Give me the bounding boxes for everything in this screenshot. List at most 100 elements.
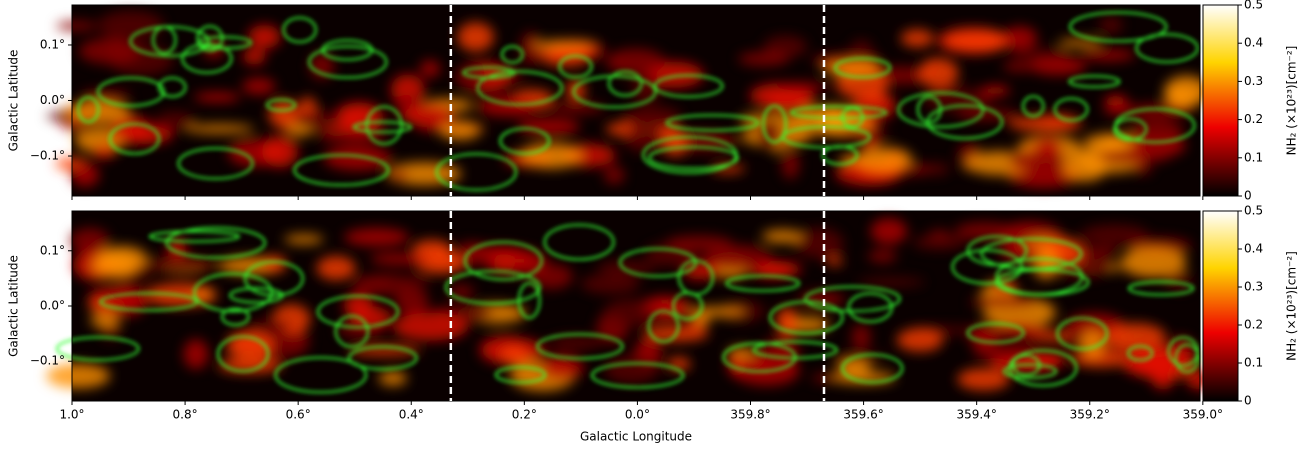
emission-blob [757, 263, 791, 278]
emission-blob [192, 290, 213, 299]
emission-blob [645, 304, 680, 313]
emission-blob [1067, 330, 1084, 351]
emission-blob [46, 363, 110, 389]
emission-blob [606, 48, 665, 76]
contour [951, 249, 1023, 285]
colorbar-tick-label: 0.4 [1244, 242, 1263, 256]
contour [1053, 97, 1089, 122]
emission-blob [1028, 56, 1087, 76]
emission-blob [262, 255, 287, 273]
emission-blob [1007, 115, 1083, 132]
emission-blob [70, 228, 110, 253]
emission-blob [870, 218, 908, 245]
x-tick-label: 0.2° [512, 408, 537, 422]
emission-blob [403, 104, 454, 128]
colorbar-label: NH₂ (×10²³)[cm⁻²] [1285, 251, 1299, 361]
contours [56, 223, 1200, 394]
colorbar-tick-label: 0 [1244, 189, 1252, 203]
emission-blob [666, 235, 733, 251]
contour [1056, 317, 1109, 350]
x-tick-label: 1.0° [59, 408, 84, 422]
emission-blob [994, 322, 1048, 339]
contour [229, 287, 284, 304]
emission-blob [476, 96, 539, 117]
emission-blob [781, 149, 800, 180]
contour [165, 226, 266, 259]
emission-blob [857, 277, 926, 287]
contour [648, 146, 739, 170]
emission-blob [530, 40, 597, 49]
emission-blob [603, 299, 662, 326]
colorbar-tick-label: 0.2 [1244, 112, 1263, 126]
emission-blob [918, 58, 959, 88]
contour [1174, 343, 1200, 373]
emission-blob [520, 32, 542, 65]
emission-blob [539, 44, 592, 67]
emission-blob [104, 285, 148, 317]
emission-blob [378, 371, 407, 386]
emission-blob [928, 162, 949, 176]
contour [841, 353, 904, 384]
contour [1068, 75, 1121, 88]
emission-blob [517, 117, 580, 136]
contour [197, 36, 252, 50]
colorbar-tick-label: 0 [1244, 394, 1252, 408]
contour [221, 307, 250, 326]
contour [834, 57, 892, 79]
contour [1113, 117, 1148, 141]
contour [642, 136, 738, 174]
emission-blob [954, 222, 1015, 240]
contour [274, 356, 367, 394]
emission-blob [1062, 153, 1107, 182]
emission-blob [981, 85, 1010, 96]
contour [966, 322, 1025, 344]
emission-blob [944, 30, 1016, 51]
emission-blob [226, 330, 274, 361]
contour [647, 310, 680, 343]
emission-blob [530, 263, 573, 289]
x-axis-label: Galactic Longitude [580, 430, 692, 444]
emission-blob [1104, 95, 1128, 109]
emission-blob [1120, 246, 1187, 278]
emission-blob [519, 143, 584, 169]
emission-blob [957, 368, 1010, 391]
contour [282, 16, 317, 44]
colorbar [1202, 4, 1239, 197]
contour [196, 25, 224, 52]
contour [445, 270, 541, 305]
contour [1008, 349, 1078, 387]
emission-blob [382, 275, 430, 291]
emission-blob [692, 314, 710, 326]
emission-blob [1151, 366, 1175, 390]
contour [265, 98, 297, 112]
contour [654, 74, 724, 98]
emission-blob [851, 323, 871, 351]
emission-blob [369, 253, 430, 265]
emission-blob [580, 274, 641, 294]
contour [177, 147, 254, 180]
x-tick-label: 359.6° [843, 408, 883, 422]
contour [435, 152, 517, 192]
contour [334, 315, 369, 348]
emission-blob [667, 357, 691, 371]
emission-blob [1166, 271, 1193, 292]
emission-blob [457, 22, 494, 52]
emission-blob [90, 313, 121, 328]
contour [317, 295, 399, 329]
contour [476, 70, 563, 106]
contour [769, 300, 844, 335]
x-tick-label: 359.4° [956, 408, 996, 422]
emission-blob [344, 228, 410, 247]
contour [980, 237, 1083, 270]
contours [77, 11, 1199, 192]
emission-blob [268, 99, 299, 129]
emission-blob [1103, 104, 1158, 118]
contour [1022, 95, 1045, 118]
contour [148, 230, 240, 243]
emission-blob [1080, 329, 1105, 359]
emission-blob [155, 111, 196, 131]
contour [558, 54, 593, 79]
colorbar-tick-label: 0.1 [1244, 150, 1263, 164]
emission-blob [738, 51, 790, 66]
